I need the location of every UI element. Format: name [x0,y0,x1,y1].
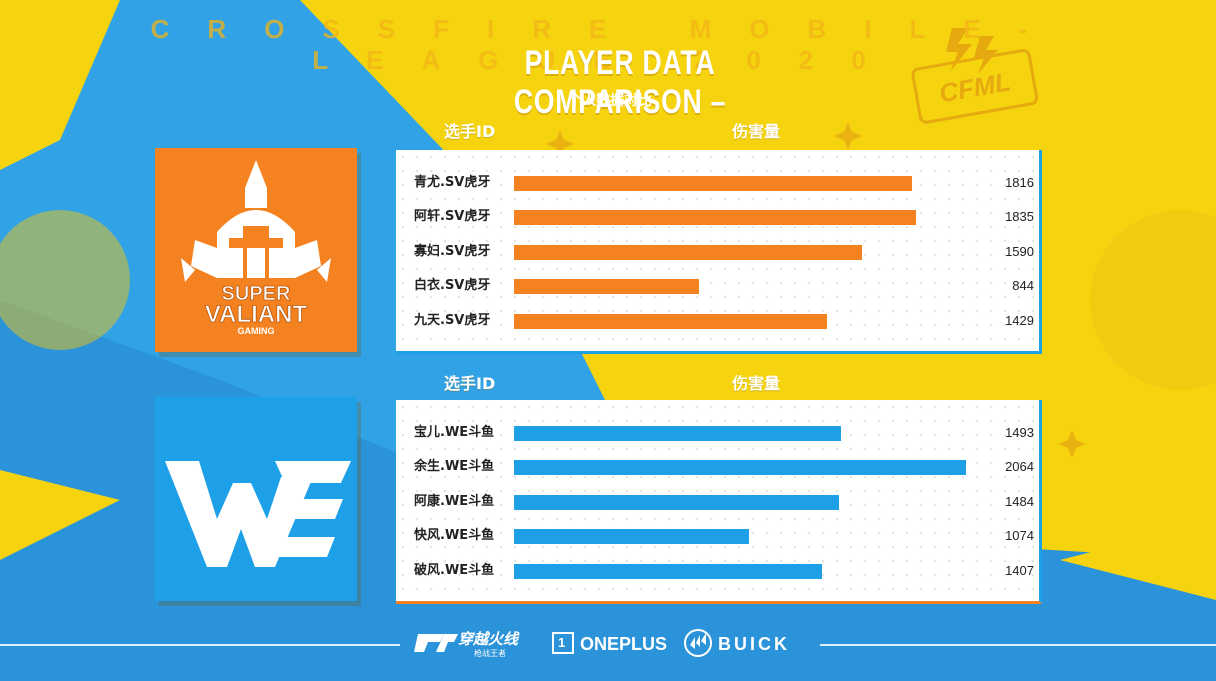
player-name-label: 寡妇.SV虎牙 [414,244,491,259]
oneplus-icon: 1 [552,632,574,654]
chart-row: 寡妇.SV虎牙 1590 [396,243,1042,261]
player-name-label: 余生.WE斗鱼 [414,459,495,474]
page-title: PLAYER DATA COMPARISON – [448,44,791,122]
damage-bar [514,460,966,475]
damage-bar [514,279,699,294]
page-subtitle: 个人数据对比 [568,93,652,109]
chart-row: 阿轩.SV虎牙 1835 [396,208,1042,226]
sponsor-divider-left [0,644,400,646]
we-logo [155,397,357,601]
damage-value-label: 1493 [1005,425,1034,440]
we-logo-mark [165,461,351,567]
damage-bar [514,529,749,544]
chart-row: 快风.WE斗鱼 1074 [396,527,1042,545]
sponsor-bar: 穿越火线 枪战王者 1 ONEPLUS BUICK [0,624,1216,664]
buick-emblem-icon [684,629,712,657]
chart-row: 破风.WE斗鱼 1407 [396,562,1042,580]
player-name-label: 阿康.WE斗鱼 [414,494,495,509]
title-dash: – [710,83,727,121]
damage-value-label: 1407 [1005,563,1034,578]
crossfire-game-logo: 穿越火线 枪战王者 [414,626,540,660]
chart-row: 宝儿.WE斗鱼 1493 [396,424,1042,442]
oneplus-sponsor: ONEPLUS [580,634,668,654]
game-logo-subtext: 枪战王者 [474,649,506,658]
we-damage-column-header: 伤害量 [732,374,781,393]
league-banner: CROSSFIRE MOBILE-LEAGUE 2020 [150,14,1066,75]
lightning-icon [946,28,998,74]
player-name-label: 宝儿.WE斗鱼 [414,425,495,440]
sv-player-column-header: 选手ID [444,122,496,141]
sv-damage-column-header: 伤害量 [732,122,781,141]
chart-row: 余生.WE斗鱼 2064 [396,458,1042,476]
player-name-label: 九天.SV虎牙 [414,313,491,328]
damage-bar [514,495,839,510]
logo-text-super: SUPER [222,283,291,305]
sv-damage-chart: 青尤.SV虎牙 1816 阿轩.SV虎牙 1835 寡妇.SV虎牙 1590 白衣.SV虎牙… [396,150,1042,354]
damage-value-label: 2064 [1005,459,1034,474]
player-name-label: 破风.WE斗鱼 [414,563,495,578]
damage-bar [514,245,862,260]
damage-bar [514,210,916,225]
super-valiant-gaming-logo: SUPER VALIANT GAMING [155,148,357,352]
chart-row: 白衣.SV虎牙 844 [396,277,1042,295]
game-logo-text: 穿越火线 [458,630,519,648]
damage-value-label: 1816 [1005,175,1034,190]
damage-bar [514,176,912,191]
chart-row: 九天.SV虎牙 1429 [396,312,1042,330]
damage-bar [514,564,822,579]
damage-value-label: 844 [1012,278,1034,293]
sponsor-divider-right [820,644,1216,646]
chart-row: 阿康.WE斗鱼 1484 [396,493,1042,511]
knight-helmet-icon: SUPER VALIANT GAMING [181,160,331,336]
player-name-label: 阿轩.SV虎牙 [414,209,491,224]
damage-bar [514,426,841,441]
player-name-label: 快风.WE斗鱼 [414,528,495,543]
player-name-label: 青尤.SV虎牙 [414,175,491,190]
damage-bar [514,314,827,329]
we-player-column-header: 选手ID [444,374,496,393]
we-damage-chart: 宝儿.WE斗鱼 1493 余生.WE斗鱼 2064 阿康.WE斗鱼 1484 快风.WE斗鱼… [396,400,1042,604]
logo-text-valiant: VALIANT [205,301,308,328]
chart-row: 青尤.SV虎牙 1816 [396,174,1042,192]
player-name-label: 白衣.SV虎牙 [414,278,491,293]
damage-value-label: 1590 [1005,244,1034,259]
damage-value-label: 1074 [1005,528,1034,543]
logo-text-gaming: GAMING [238,326,275,336]
damage-value-label: 1429 [1005,313,1034,328]
page-title-text: PLAYER DATA COMPARISON [513,44,716,121]
damage-value-label: 1484 [1005,494,1034,509]
damage-value-label: 1835 [1005,209,1034,224]
buick-sponsor: BUICK [718,634,790,654]
